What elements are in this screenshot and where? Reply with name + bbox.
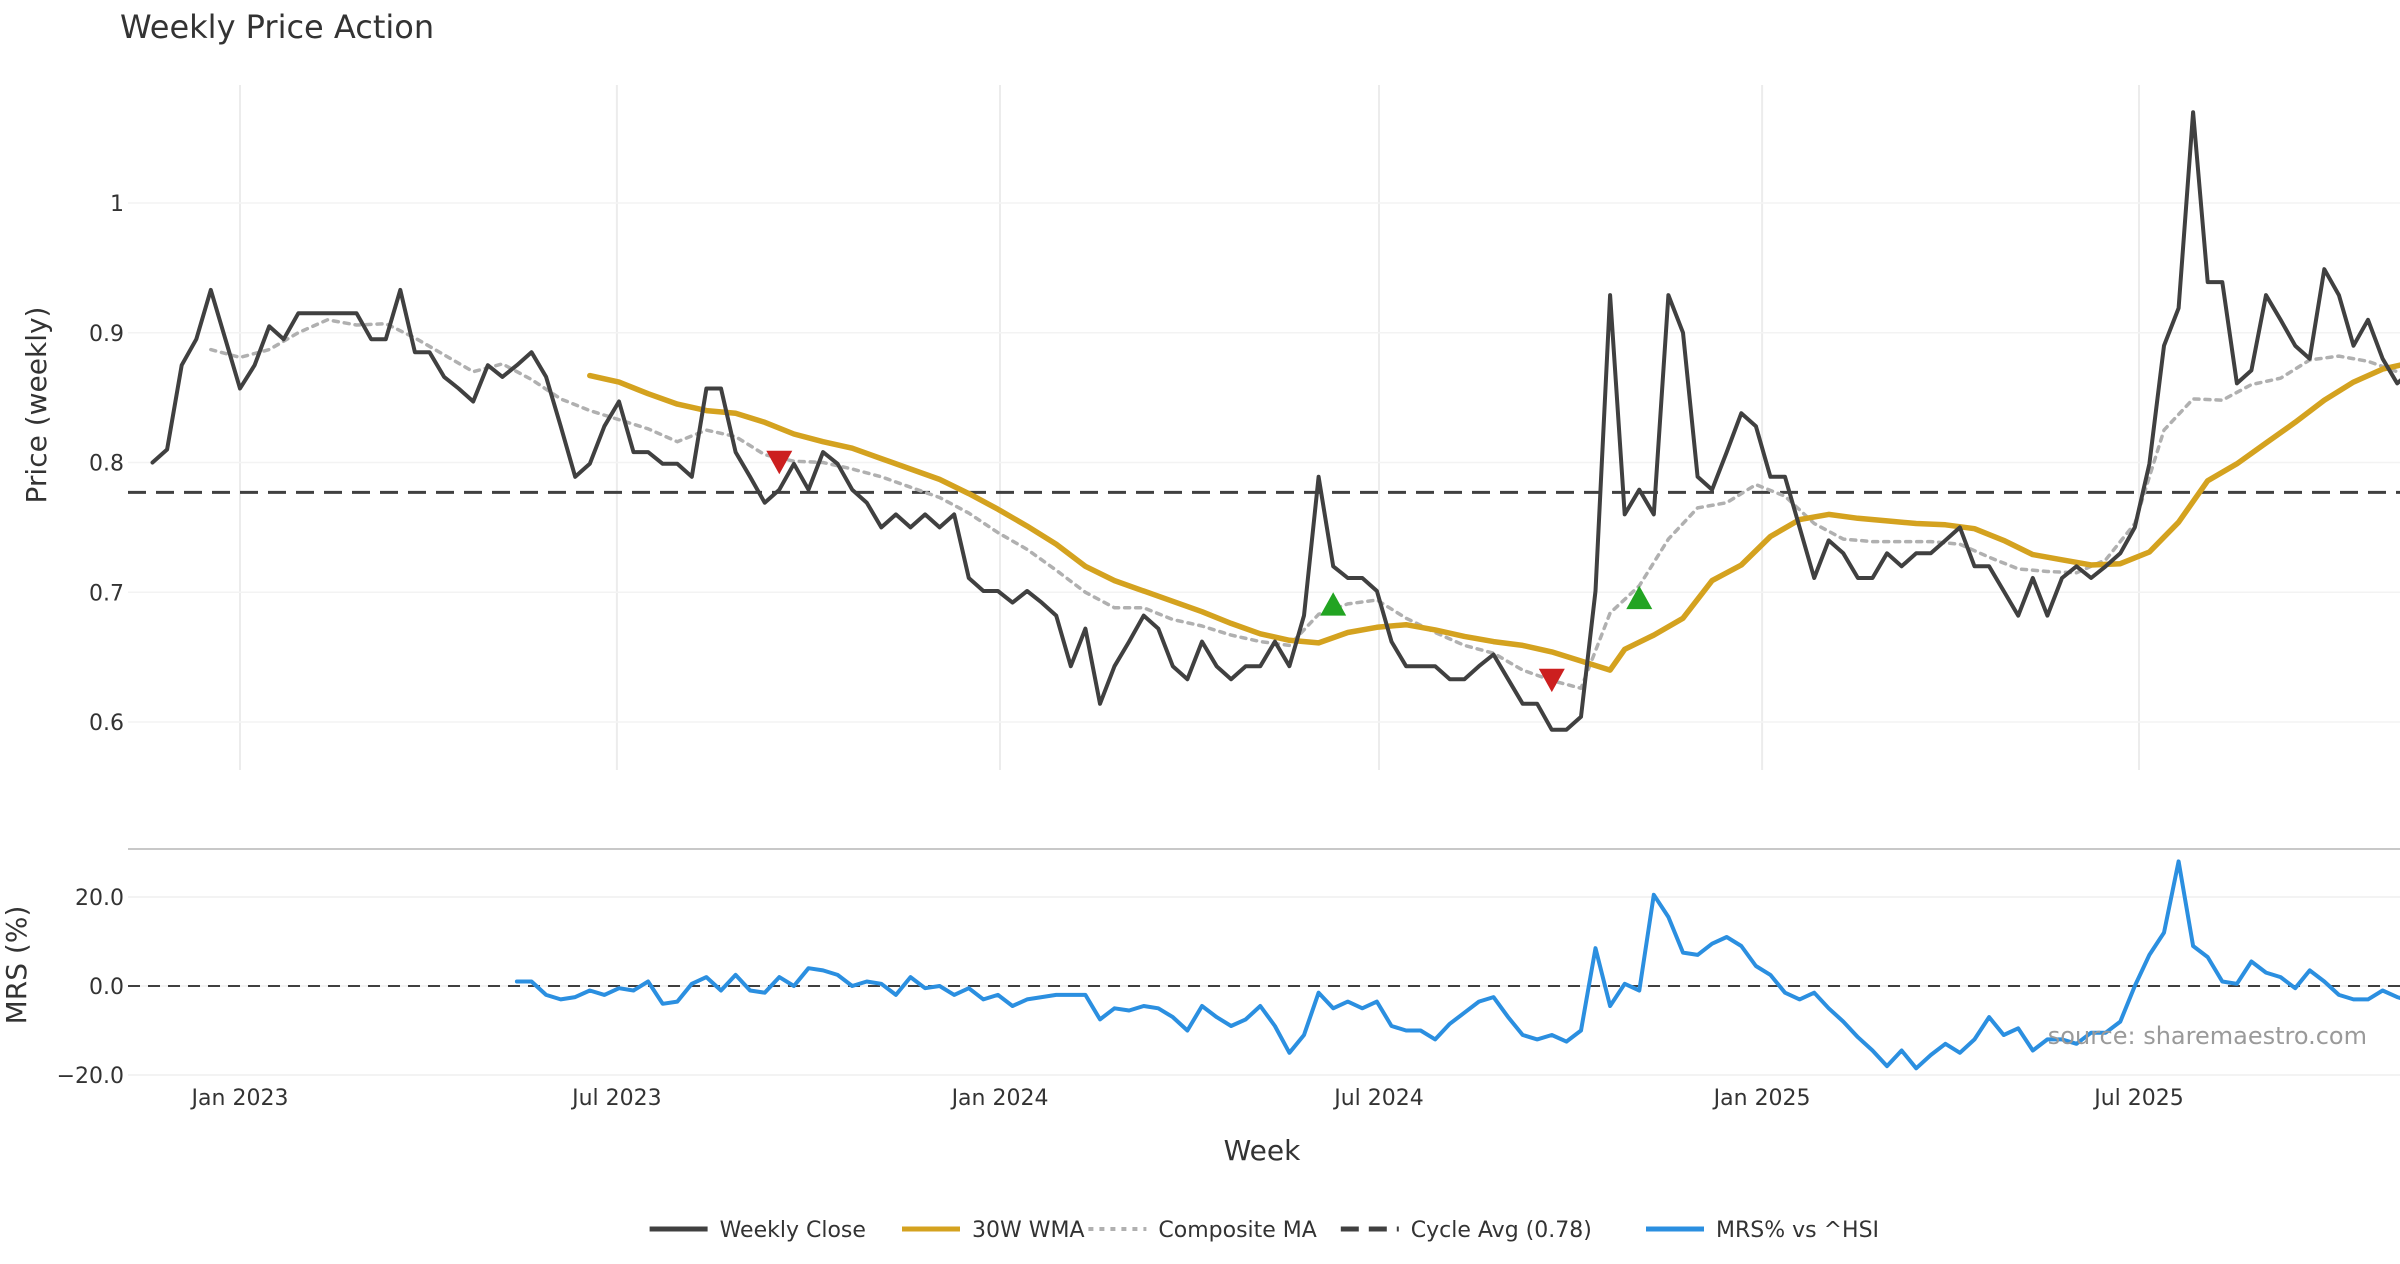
x-tick-label: Jul 2024 <box>1332 1086 1424 1111</box>
x-tick-label: Jan 2023 <box>190 1086 289 1111</box>
price-y-tick-label: 0.6 <box>89 711 124 736</box>
legend-label: Composite MA <box>1158 1218 1316 1243</box>
price-y-axis-label: Price (weekly) <box>20 307 53 504</box>
x-tick-label: Jul 2023 <box>570 1086 662 1111</box>
price-y-tick-label: 1 <box>110 192 124 217</box>
price-y-tick-label: 0.7 <box>89 581 124 606</box>
source-note: source: sharemaestro.com <box>2048 1022 2367 1050</box>
mrs-y-tick-label: −20.0 <box>57 1064 124 1089</box>
price-y-tick-label: 0.9 <box>89 322 124 347</box>
mrs-y-tick-label: 0.0 <box>89 975 124 1000</box>
mrs-y-tick-label: 20.0 <box>75 886 124 911</box>
price-y-tick-label: 0.8 <box>89 452 124 477</box>
legend-label: 30W WMA <box>972 1218 1085 1243</box>
mrs-y-axis-label: MRS (%) <box>0 906 33 1025</box>
x-tick-label: Jul 2025 <box>2092 1086 2184 1111</box>
x-axis-label: Week <box>1224 1134 1301 1167</box>
legend-label: MRS% vs ^HSI <box>1716 1218 1879 1243</box>
legend-label: Cycle Avg (0.78) <box>1411 1218 1592 1243</box>
x-tick-label: Jan 2025 <box>1712 1086 1811 1111</box>
chart-title: Weekly Price Action <box>120 8 434 46</box>
x-tick-label: Jan 2024 <box>950 1086 1049 1111</box>
legend-label: Weekly Close <box>720 1218 866 1243</box>
